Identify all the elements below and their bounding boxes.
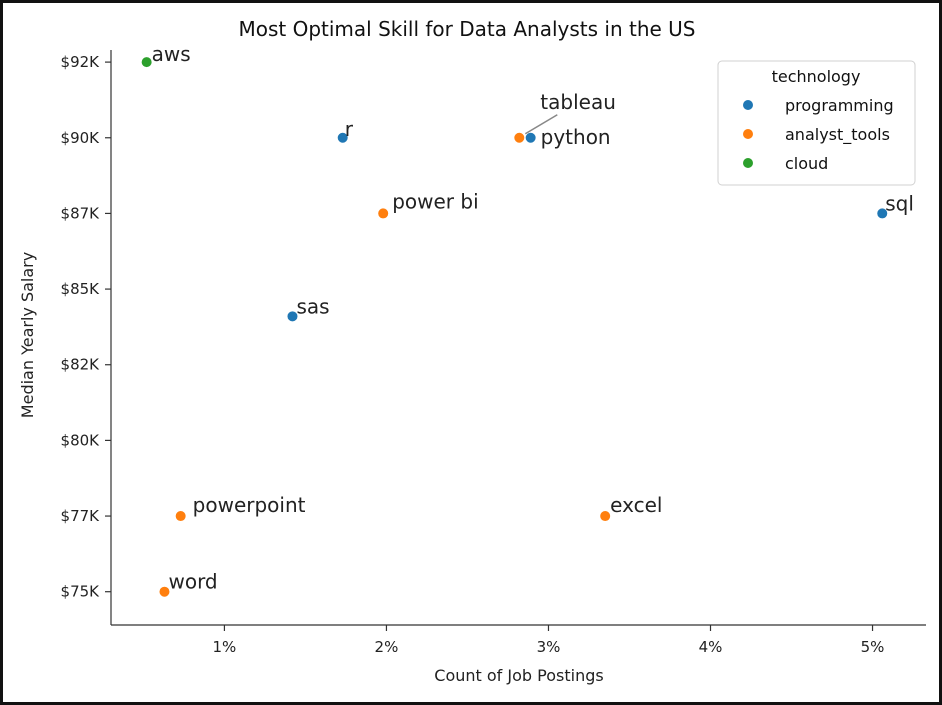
- tableau-label-connector: [524, 114, 558, 135]
- point-label-sas: sas: [296, 294, 329, 318]
- legend-marker-cloud: [743, 158, 753, 168]
- y-tick-label: $80K: [61, 431, 101, 449]
- x-axis-label: Count of Job Postings: [434, 666, 603, 685]
- point-label-excel: excel: [610, 493, 662, 517]
- legend-marker-analyst-tools: [743, 129, 753, 139]
- chart-title: Most Optimal Skill for Data Analysts in …: [238, 17, 695, 41]
- data-point-sql: [876, 207, 889, 220]
- data-point-excel: [599, 510, 612, 523]
- x-tick-label: 1%: [213, 638, 237, 656]
- data-point-python: [524, 131, 537, 144]
- y-tick-label: $85K: [61, 280, 101, 298]
- data-point-power-bi: [377, 207, 390, 220]
- point-label-tableau: tableau: [540, 90, 616, 114]
- legend-title: technology: [772, 67, 861, 86]
- x-tick-label: 3%: [537, 638, 561, 656]
- y-tick-label: $77K: [61, 507, 101, 525]
- point-label-r: r: [345, 117, 354, 141]
- data-point-powerpoint: [174, 510, 187, 523]
- y-tick-label: $75K: [61, 583, 101, 601]
- y-tick-label: $87K: [61, 204, 101, 222]
- y-tick-label: $90K: [61, 129, 101, 147]
- data-points: [140, 56, 889, 598]
- legend-label-cloud: cloud: [785, 154, 828, 173]
- data-point-aws: [140, 56, 153, 69]
- data-point-sas: [286, 310, 299, 323]
- y-axis-ticks: $75K $77K $80K $82K $85K $87K $90K $92K: [61, 53, 111, 601]
- x-tick-label: 4%: [699, 638, 723, 656]
- point-label-word: word: [168, 570, 217, 594]
- x-tick-label: 5%: [861, 638, 885, 656]
- legend-box: [717, 60, 916, 186]
- y-tick-label: $82K: [61, 356, 101, 374]
- y-tick-label: $92K: [61, 53, 101, 71]
- x-axis-ticks: 1% 2% 3% 4% 5%: [213, 625, 885, 656]
- scatter-chart: Most Optimal Skill for Data Analysts in …: [18, 17, 926, 685]
- legend-label-analyst-tools: analyst_tools: [785, 125, 890, 145]
- data-point-word: [158, 585, 171, 598]
- legend-marker-programming: [743, 100, 753, 110]
- x-tick-label: 2%: [375, 638, 399, 656]
- point-label-powerpoint: powerpoint: [193, 493, 306, 517]
- point-label-sql: sql: [885, 191, 914, 215]
- point-labels: aws r tableau python power bi sql sas powerpoin…: [152, 42, 914, 594]
- data-point-tableau: [513, 131, 526, 144]
- point-label-aws: aws: [152, 42, 191, 66]
- legend-label-programming: programming: [785, 96, 894, 115]
- point-label-power-bi: power bi: [392, 189, 478, 213]
- y-axis-label: Median Yearly Salary: [18, 252, 37, 418]
- point-label-python: python: [541, 125, 611, 149]
- chart-canvas: Most Optimal Skill for Data Analysts in …: [3, 3, 939, 702]
- data-point-r: [336, 131, 349, 144]
